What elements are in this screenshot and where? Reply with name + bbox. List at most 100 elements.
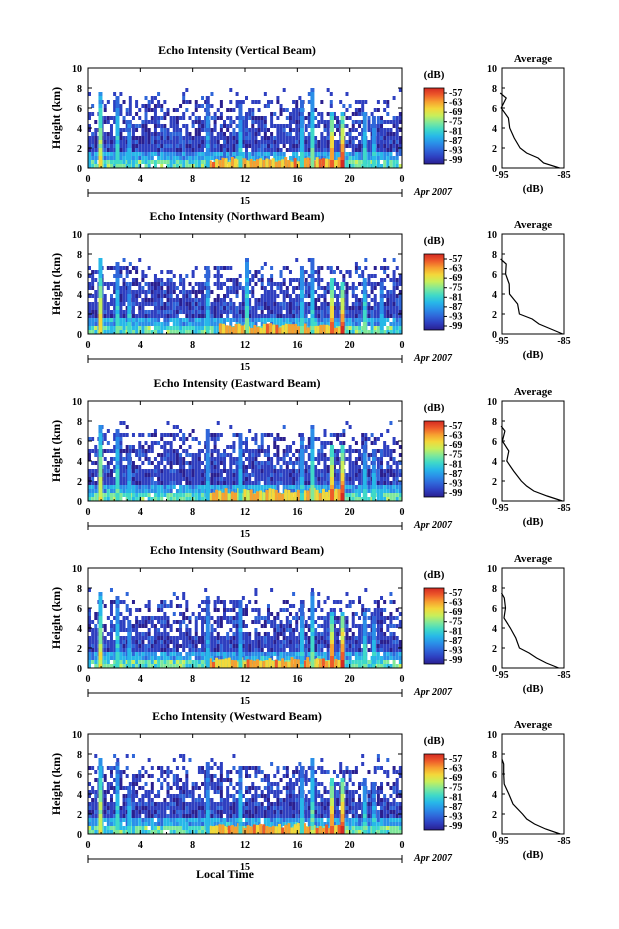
heatmap-cell bbox=[163, 314, 167, 318]
heatmap-cell bbox=[216, 282, 220, 286]
heatmap-cell bbox=[147, 282, 151, 286]
heatmap-cell bbox=[383, 258, 387, 262]
heatmap-cell bbox=[131, 473, 135, 477]
heatmap-cell bbox=[304, 160, 308, 164]
heatmap-cell bbox=[191, 156, 195, 160]
average-y-tick-label: 0 bbox=[492, 164, 497, 175]
heatmap-cell bbox=[88, 477, 91, 481]
heatmap-cell bbox=[358, 148, 362, 152]
heatmap-cell bbox=[219, 314, 223, 318]
heatmap-cell bbox=[103, 664, 107, 668]
convective-column bbox=[115, 108, 120, 112]
heatmap-cell bbox=[276, 124, 280, 128]
heatmap-cell bbox=[169, 124, 173, 128]
heatmap-cell bbox=[248, 457, 252, 461]
heatmap-cell bbox=[270, 266, 274, 270]
convective-column bbox=[127, 306, 132, 310]
heatmap-cell bbox=[109, 152, 113, 156]
heatmap-cell bbox=[201, 136, 205, 140]
heatmap-cell bbox=[201, 164, 205, 168]
heatmap-cell bbox=[213, 298, 217, 302]
heatmap-cell bbox=[248, 489, 252, 493]
heatmap-cell bbox=[88, 640, 91, 644]
heatmap-cell bbox=[361, 136, 365, 140]
heatmap-cell bbox=[380, 461, 384, 465]
convective-column bbox=[98, 326, 103, 330]
heatmap-cell bbox=[135, 497, 139, 501]
colorbar bbox=[423, 87, 445, 165]
heatmap-cell bbox=[166, 132, 170, 136]
heatmap-cell bbox=[336, 322, 340, 326]
heatmap-cell bbox=[395, 477, 399, 481]
heatmap-cell bbox=[122, 465, 126, 469]
heatmap-cell bbox=[336, 485, 340, 489]
heatmap-cell bbox=[241, 160, 245, 164]
heatmap-cell bbox=[153, 457, 157, 461]
surface-layer-cell bbox=[319, 324, 323, 334]
x-tick-label: 0 bbox=[400, 174, 405, 185]
heatmap-cell bbox=[113, 286, 117, 290]
heatmap-cell bbox=[326, 457, 330, 461]
convective-column bbox=[127, 144, 132, 148]
heatmap-cell bbox=[94, 644, 98, 648]
heatmap-cell bbox=[169, 160, 173, 164]
heatmap-cell bbox=[351, 322, 355, 326]
heatmap-cell bbox=[160, 477, 164, 481]
heatmap-cell bbox=[251, 497, 255, 501]
heatmap-cell bbox=[91, 132, 95, 136]
heatmap-cell bbox=[106, 330, 110, 334]
heatmap-cell bbox=[172, 132, 176, 136]
x-tick-label: 0 bbox=[400, 507, 405, 518]
heatmap-cell bbox=[179, 140, 183, 144]
heatmap-cell bbox=[260, 461, 264, 465]
heatmap-cell bbox=[254, 497, 258, 501]
heatmap-cell bbox=[153, 469, 157, 473]
heatmap-cell bbox=[345, 473, 349, 477]
heatmap-cell bbox=[304, 148, 308, 152]
heatmap-cell bbox=[150, 302, 154, 306]
heatmap-cell bbox=[210, 489, 214, 493]
convective-column bbox=[310, 330, 315, 334]
heatmap-cell bbox=[351, 449, 355, 453]
heatmap-cell bbox=[213, 116, 217, 120]
surface-layer-cell bbox=[231, 326, 235, 334]
heatmap-cell bbox=[147, 104, 151, 108]
heatmap-cell bbox=[323, 461, 327, 465]
heatmap-cell bbox=[320, 306, 324, 310]
heatmap-cell bbox=[332, 282, 336, 286]
heatmap-cell bbox=[113, 302, 117, 306]
heatmap-cell bbox=[131, 132, 135, 136]
heatmap-cell bbox=[320, 116, 324, 120]
surface-layer-cell bbox=[316, 325, 320, 334]
heatmap-cell bbox=[175, 128, 179, 132]
heatmap-cell bbox=[122, 282, 126, 286]
heatmap-cell bbox=[88, 156, 91, 160]
heatmap-cell bbox=[131, 497, 135, 501]
heatmap-cell bbox=[263, 164, 267, 168]
heatmap-cell bbox=[113, 266, 117, 270]
heatmap-cell bbox=[263, 140, 267, 144]
x-tick-label: 20 bbox=[345, 174, 355, 185]
heatmap-cell bbox=[150, 140, 154, 144]
heatmap-cell bbox=[389, 485, 393, 489]
heatmap-cell bbox=[332, 457, 336, 461]
heatmap-cell bbox=[361, 453, 365, 457]
heatmap-cell bbox=[266, 485, 270, 489]
heatmap-cell bbox=[358, 108, 362, 112]
heatmap-cell bbox=[376, 140, 380, 144]
heatmap-cell bbox=[260, 318, 264, 322]
heatmap-cell bbox=[138, 326, 142, 330]
heatmap-cell bbox=[241, 144, 245, 148]
heatmap-cell bbox=[367, 457, 371, 461]
surface-layer-cell bbox=[237, 323, 241, 334]
convective-column bbox=[115, 461, 120, 465]
convective-column bbox=[310, 485, 315, 489]
heatmap-cell bbox=[210, 104, 214, 108]
heatmap-cell bbox=[314, 164, 318, 168]
heatmap-cell bbox=[245, 152, 248, 156]
convective-column bbox=[379, 282, 384, 286]
heatmap-cell bbox=[248, 156, 252, 160]
heatmap-cell bbox=[266, 433, 270, 437]
heatmap-cell bbox=[197, 120, 201, 124]
convective-column bbox=[205, 433, 210, 437]
